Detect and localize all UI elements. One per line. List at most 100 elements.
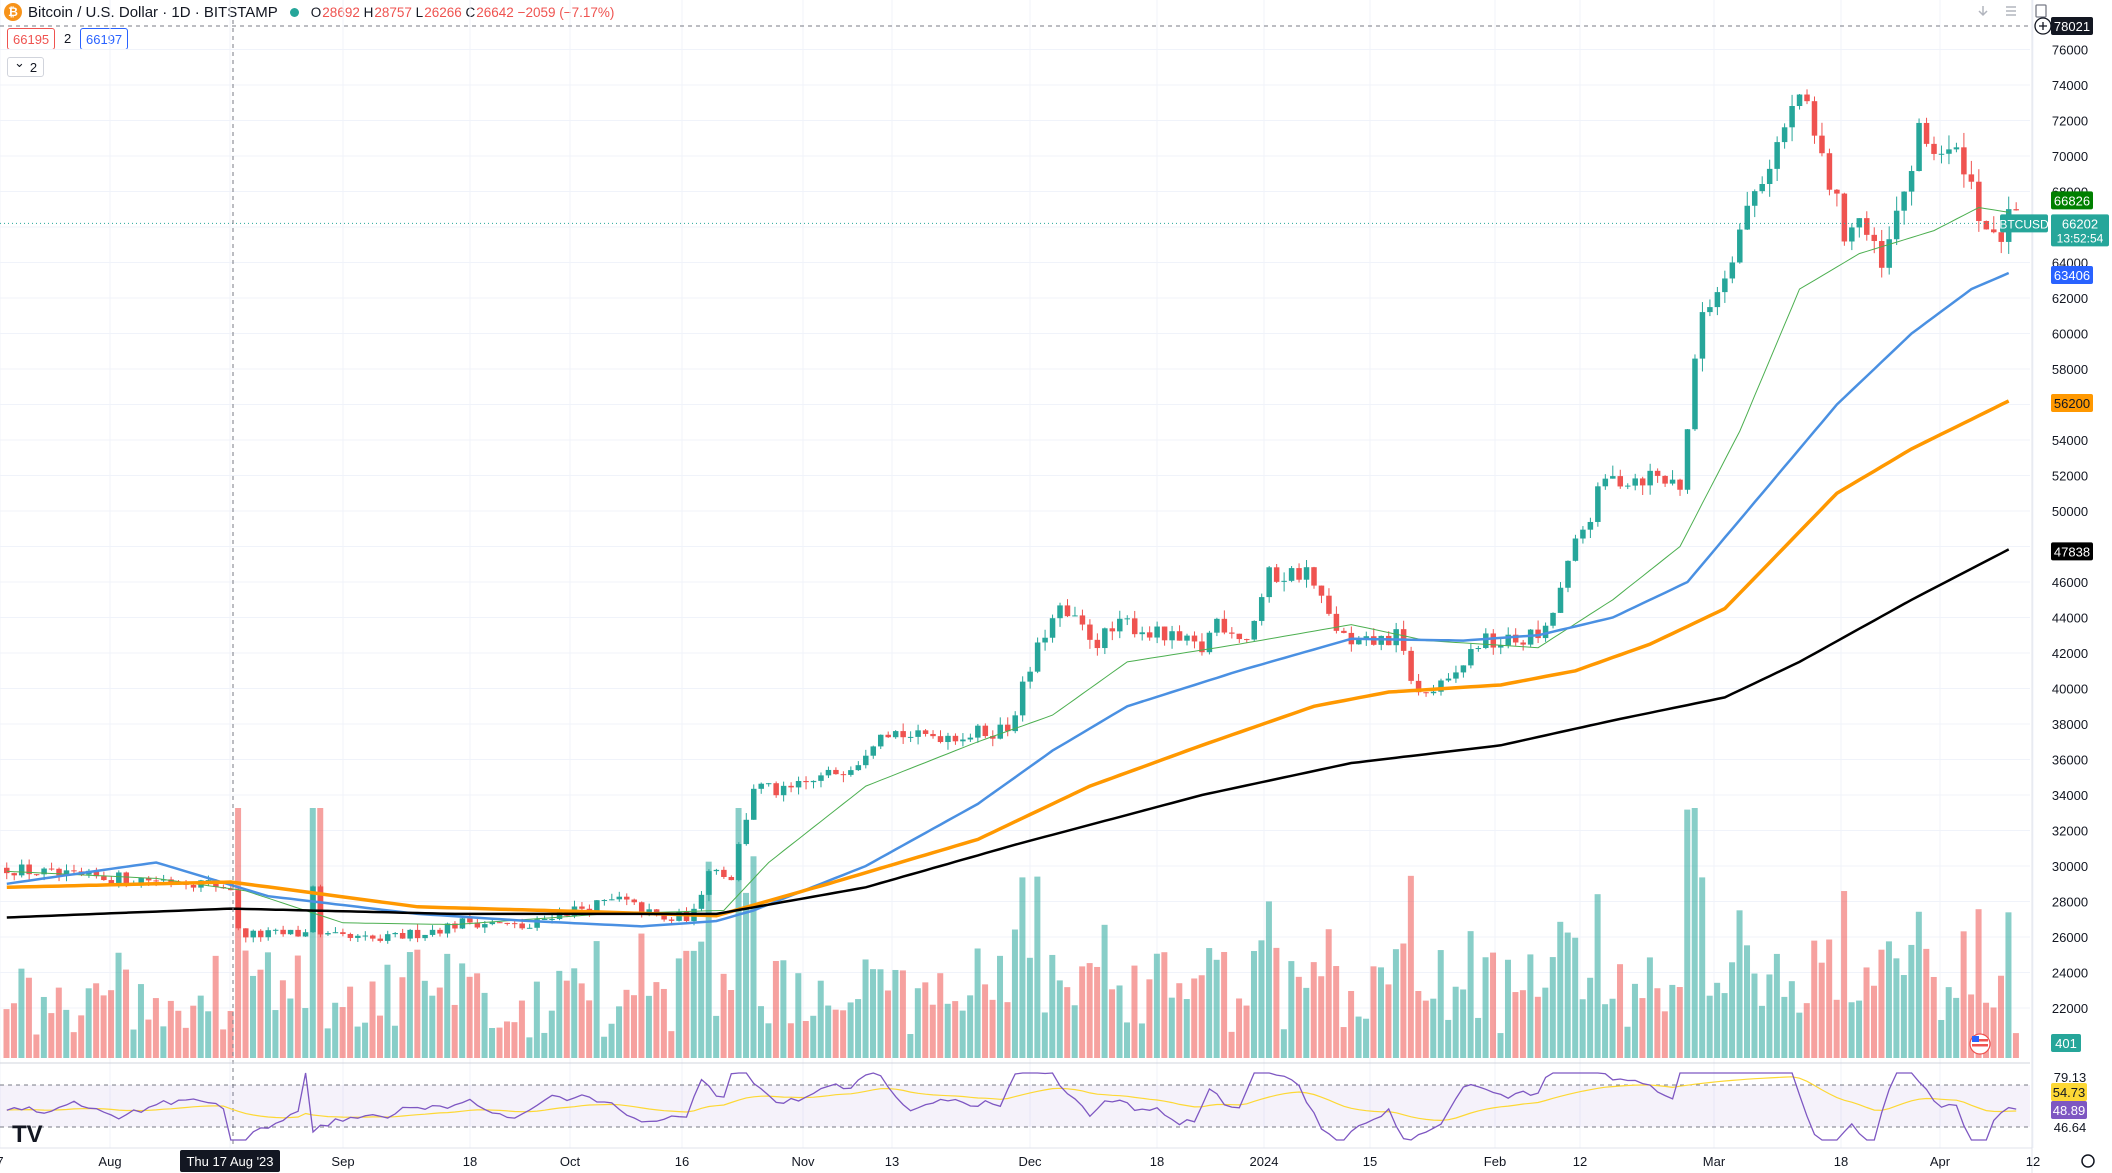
volume-bar [541, 1032, 548, 1058]
volume-bar [1437, 950, 1444, 1058]
volume-bar [1893, 958, 1900, 1058]
candle [1781, 127, 1788, 143]
volume-bar [1983, 1002, 1990, 1058]
volume-bar [690, 950, 697, 1058]
price-tick-label: 32000 [2052, 824, 2088, 839]
candle [459, 918, 466, 929]
candle [1722, 278, 1728, 293]
volume-bar [1407, 875, 1414, 1058]
candle [1961, 147, 1967, 175]
volume-bar [533, 981, 540, 1058]
volume-bar [1333, 966, 1340, 1058]
volume-bar [825, 1005, 832, 1058]
candle [945, 735, 951, 743]
volume-bar [10, 1003, 17, 1058]
candle [1565, 560, 1571, 588]
volume-bar [1729, 962, 1736, 1058]
volume-bar [1758, 1005, 1765, 1058]
volume-bar [563, 980, 570, 1058]
volume-bar [586, 1000, 593, 1058]
indicators-count: 2 [29, 59, 38, 75]
candle [1341, 630, 1347, 633]
volume-bar [1400, 943, 1407, 1058]
candle [205, 880, 212, 882]
candle [698, 894, 705, 909]
volume-bar [1475, 1017, 1482, 1058]
candle [1841, 193, 1848, 242]
candle [362, 935, 369, 937]
volume-bar [593, 941, 600, 1058]
candle [1266, 567, 1272, 598]
candle [1356, 639, 1362, 645]
candle [803, 780, 809, 783]
bid-price[interactable]: 66195 [7, 28, 56, 50]
candle [1796, 94, 1803, 107]
crosshair-price-label: 78021 [2054, 19, 2090, 34]
volume-bar [1975, 909, 1982, 1058]
candle [967, 737, 974, 740]
sma-line-1 [6, 206, 2009, 926]
volume-bar [1176, 983, 1183, 1058]
moving-averages [0, 20, 2032, 1148]
scroll-down-icon[interactable] [1976, 4, 1990, 18]
volume-bar [1228, 1031, 1235, 1058]
candle [340, 932, 346, 935]
candle [549, 918, 555, 920]
volume-bar [489, 1027, 496, 1058]
candle [1938, 153, 1945, 155]
volume-bar [1938, 1019, 1945, 1058]
maximize-icon[interactable] [2004, 4, 2018, 18]
us-flag-icon [1972, 1044, 1988, 1047]
candle [497, 922, 503, 924]
volume-bar [840, 1010, 847, 1058]
volume-bar [526, 1037, 533, 1058]
candle [138, 877, 144, 884]
time-tick-label: 18 [1834, 1154, 1848, 1169]
volume-bar [1422, 1000, 1429, 1058]
candle [1102, 628, 1108, 649]
candle [1057, 605, 1063, 619]
candle [1109, 628, 1116, 632]
candle [11, 873, 17, 876]
volume-bar [1041, 1012, 1048, 1058]
volume-bar [1056, 980, 1063, 1058]
price-tick-label: 26000 [2052, 930, 2088, 945]
candle [48, 868, 55, 870]
volume-bar [1490, 952, 1497, 1058]
volume-bar [518, 1000, 525, 1058]
candles [4, 89, 2019, 944]
time-tick-label: Oct [560, 1154, 581, 1169]
volume-bar [242, 950, 249, 1058]
candle [1161, 626, 1168, 641]
candle [2013, 209, 2019, 211]
candle [1766, 168, 1773, 185]
candle [1916, 122, 1922, 172]
volume-bar [130, 1029, 137, 1058]
volume-bar [1370, 966, 1377, 1058]
volume-bar [160, 1026, 167, 1058]
volume-bar [85, 988, 92, 1058]
volume-bar [264, 952, 271, 1058]
candle [855, 765, 862, 771]
candle [990, 736, 996, 739]
candle [1191, 635, 1198, 642]
gear-icon[interactable] [2081, 1154, 2095, 1168]
volume-bar [384, 964, 391, 1058]
candle [1288, 568, 1295, 581]
volume-bar [205, 1011, 212, 1058]
candle [250, 930, 257, 938]
volume-bar [93, 983, 100, 1058]
rsi-value-label: 48.89 [2053, 1103, 2086, 1118]
volume-bar [608, 1023, 615, 1058]
window-icon[interactable] [2034, 3, 2048, 19]
volume-bar [698, 941, 705, 1058]
volume-bar [1198, 975, 1205, 1058]
sma-line-3 [6, 399, 2010, 918]
candle [1684, 429, 1691, 490]
volume-bar [929, 1004, 936, 1058]
sma-mid-label: 63406 [2054, 268, 2090, 283]
symbol-title[interactable]: Bitcoin / U.S. Dollar · 1D · BITSTAMP [28, 3, 278, 21]
indicators-toggle[interactable]: ⌄ 2 [7, 55, 45, 77]
candle [870, 746, 877, 756]
